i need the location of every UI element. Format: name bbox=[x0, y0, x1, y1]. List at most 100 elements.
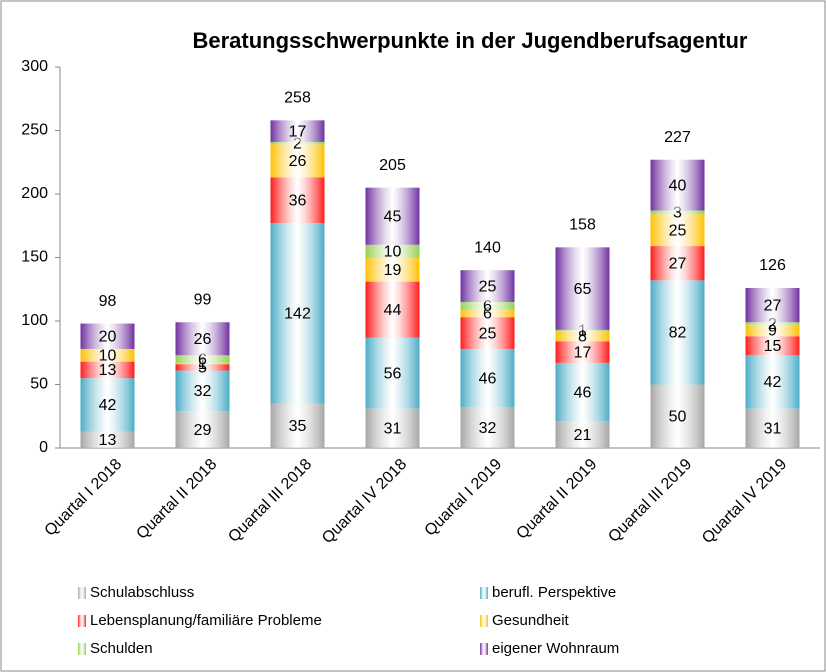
data-label: 42 bbox=[764, 374, 782, 391]
data-label: 27 bbox=[764, 297, 782, 314]
legend-label: Gesundheit bbox=[492, 612, 570, 629]
data-label: 6 bbox=[483, 298, 492, 315]
y-tick-label: 300 bbox=[21, 58, 48, 75]
data-label: 2 bbox=[768, 316, 777, 333]
legend-swatch bbox=[78, 615, 86, 627]
legend-swatch bbox=[480, 615, 488, 627]
data-label: 19 bbox=[384, 262, 402, 279]
data-label: 3 bbox=[673, 205, 682, 222]
data-label: 31 bbox=[764, 421, 782, 438]
bar-segment bbox=[650, 159, 705, 211]
y-tick-label: 100 bbox=[21, 312, 48, 329]
bar-segment bbox=[80, 361, 135, 379]
legend-label: Schulden bbox=[90, 640, 153, 657]
legend-swatch bbox=[78, 643, 86, 655]
bar-segment bbox=[365, 257, 420, 282]
bar-segment bbox=[175, 370, 230, 412]
data-label: 40 bbox=[669, 177, 687, 194]
bar-segment bbox=[650, 384, 705, 448]
bar-segment bbox=[270, 144, 325, 178]
y-tick-label: 150 bbox=[21, 249, 48, 266]
total-label: 98 bbox=[99, 293, 117, 310]
bar-segment bbox=[460, 301, 515, 310]
data-label: 29 bbox=[194, 422, 212, 439]
bar-segment bbox=[270, 141, 325, 145]
bar-segment bbox=[175, 322, 230, 356]
bar-segment bbox=[745, 322, 800, 325]
data-label: 36 bbox=[289, 193, 307, 210]
data-label: 21 bbox=[574, 427, 592, 444]
bar-segment bbox=[175, 355, 230, 363]
bar-segment bbox=[650, 280, 705, 385]
data-label: 5 bbox=[198, 360, 207, 377]
y-tick-label: 50 bbox=[30, 376, 48, 393]
data-label: 2 bbox=[293, 135, 302, 152]
data-label: 10 bbox=[99, 348, 117, 365]
data-label: 25 bbox=[669, 222, 687, 239]
bar-segment bbox=[365, 281, 420, 338]
data-label: 45 bbox=[384, 208, 402, 225]
legend-label: Lebensplanung/familiäre Probleme bbox=[90, 612, 322, 629]
bar-segment bbox=[175, 362, 230, 365]
y-tick-label: 200 bbox=[21, 185, 48, 202]
data-label: 1 bbox=[578, 323, 587, 340]
bar-segment bbox=[555, 247, 610, 330]
data-label: 9 bbox=[768, 323, 777, 340]
data-label: 42 bbox=[99, 397, 117, 414]
data-label: 56 bbox=[384, 365, 402, 382]
bar-segment bbox=[460, 309, 515, 318]
total-label: 258 bbox=[284, 90, 311, 107]
data-label: 44 bbox=[384, 302, 402, 319]
bar-segment bbox=[745, 355, 800, 409]
bar-segment bbox=[745, 336, 800, 356]
bar-segment bbox=[650, 210, 705, 215]
data-label: 25 bbox=[479, 278, 497, 295]
data-label: 13 bbox=[99, 432, 117, 449]
y-tick-label: 0 bbox=[39, 439, 48, 456]
bar-segment bbox=[460, 348, 515, 408]
data-label: 17 bbox=[574, 344, 592, 361]
bar-segment bbox=[555, 331, 610, 342]
bar-segment bbox=[80, 378, 135, 432]
data-label: 10 bbox=[384, 243, 402, 260]
bar-segment bbox=[460, 270, 515, 302]
data-label: 15 bbox=[764, 338, 782, 355]
data-label: 31 bbox=[384, 421, 402, 438]
chart-title: Beratungsschwerpunkte in der Jugendberuf… bbox=[193, 28, 748, 53]
total-label: 99 bbox=[194, 291, 212, 308]
data-label: 32 bbox=[194, 383, 212, 400]
legend-label: berufl. Perspektive bbox=[492, 584, 616, 601]
data-label: 17 bbox=[289, 123, 307, 140]
bar-segment bbox=[365, 408, 420, 448]
bar-segment bbox=[270, 177, 325, 224]
bar-segment bbox=[555, 421, 610, 448]
bar-segment bbox=[555, 362, 610, 422]
bar-segment bbox=[555, 341, 610, 363]
legend-swatch bbox=[480, 643, 488, 655]
bar-segment bbox=[80, 431, 135, 448]
data-label: 50 bbox=[669, 408, 687, 425]
data-label: 46 bbox=[574, 384, 592, 401]
bar-segment bbox=[80, 348, 135, 362]
total-label: 140 bbox=[474, 239, 501, 256]
bar-segment bbox=[650, 246, 705, 281]
total-label: 205 bbox=[379, 157, 406, 174]
data-label: 32 bbox=[479, 420, 497, 437]
total-label: 158 bbox=[569, 217, 596, 234]
bar-segment bbox=[460, 407, 515, 448]
bar-segment bbox=[270, 403, 325, 448]
data-label: 13 bbox=[99, 362, 117, 379]
bar-segment bbox=[745, 287, 800, 323]
data-label: 142 bbox=[284, 306, 311, 323]
data-label: 27 bbox=[669, 255, 687, 272]
total-label: 227 bbox=[664, 129, 691, 146]
data-label: 82 bbox=[669, 325, 687, 342]
bar-segment bbox=[650, 214, 705, 247]
bar-segment bbox=[460, 317, 515, 349]
bar-segment bbox=[745, 324, 800, 337]
data-label: 26 bbox=[194, 331, 212, 348]
data-label: 25 bbox=[479, 325, 497, 342]
data-label: 8 bbox=[578, 328, 587, 345]
y-tick-label: 250 bbox=[21, 122, 48, 139]
data-label: 46 bbox=[479, 370, 497, 387]
